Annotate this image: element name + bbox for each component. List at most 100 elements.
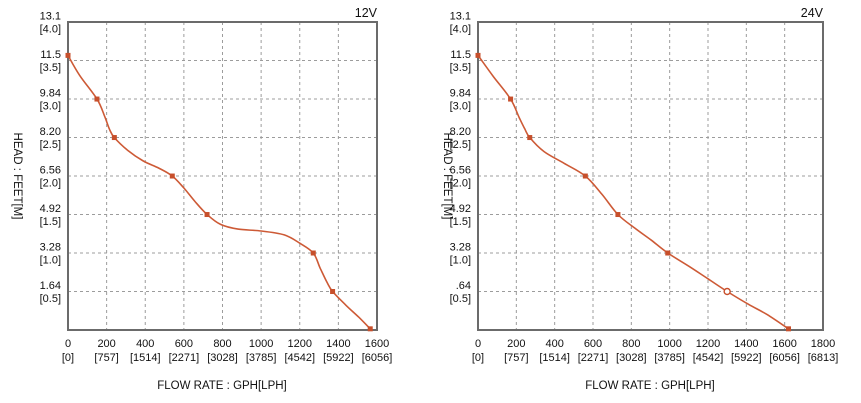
x-tick-label-gph: 600	[584, 338, 602, 350]
chart-title-12v: 12V	[355, 6, 378, 20]
plot-area-24v: 0 [0] 200 [757] 400 [1514] 600 [2271] 800 [3028] 1…	[450, 11, 839, 365]
x-tick-label-lph: [4542]	[693, 352, 724, 364]
data-point-marker-square	[169, 173, 175, 179]
x-tick-label-lph: [3028]	[616, 352, 647, 364]
y-tick-label-m: [3.0]	[450, 100, 471, 112]
y-tick-label-m: [1.5]	[40, 216, 61, 228]
pump-curve-chart-24v: 0 [0] 200 [757] 400 [1514] 600 [2271] 800 [3028] 1…	[441, 6, 839, 392]
y-tick-label-m: [1.5]	[450, 216, 471, 228]
x-tick-label-lph: [757]	[504, 352, 528, 364]
y-tick-label-m: [3.5]	[40, 62, 61, 74]
x-tick-label-gph: 1600	[772, 338, 796, 350]
x-tick-label-lph: [6056]	[362, 352, 393, 364]
y-tick-label-feet: 6.56	[450, 164, 471, 176]
data-point-marker-square	[527, 135, 533, 141]
y-tick-label-m: [2.0]	[40, 177, 61, 189]
y-tick-label-feet: 8.20	[450, 126, 471, 138]
y-tick-label-feet: 11.5	[40, 49, 61, 61]
y-tick-label-feet: 13.1	[40, 11, 61, 23]
x-tick-label-gph: 0	[65, 338, 71, 350]
y-tick-label-m: [3.0]	[40, 100, 61, 112]
x-tick-label-lph: [2271]	[578, 352, 609, 364]
y-tick-label-feet: 8.20	[40, 126, 61, 138]
x-tick-label-lph: [757]	[94, 352, 118, 364]
pump-curve-line	[67, 54, 371, 330]
x-tick-label-gph: 1000	[249, 338, 273, 350]
y-tick-label-m: [4.0]	[40, 24, 61, 36]
x-tick-label-lph: [0]	[62, 352, 74, 364]
y-tick-label-m: [2.0]	[450, 177, 471, 189]
x-tick-label-gph: 400	[545, 338, 563, 350]
data-point-marker-square	[204, 212, 210, 218]
x-tick-label-lph: [3785]	[654, 352, 685, 364]
x-tick-label-gph: 1000	[657, 338, 681, 350]
chart-24v: 0 [0] 200 [757] 400 [1514] 600 [2271] 800 [3028] 1…	[430, 0, 861, 403]
pump-curve-chart-12v: 0 [0] 200 [757] 400 [1514] 600 [2271] 800 [3028] 1…	[11, 6, 393, 392]
x-tick-label-lph: [1514]	[539, 352, 570, 364]
y-tick-label-m: [1.0]	[40, 254, 61, 266]
x-tick-label-gph: 200	[507, 338, 525, 350]
y-tick-label-m: [4.0]	[450, 24, 471, 36]
x-tick-label-lph: [5922]	[731, 352, 762, 364]
x-tick-label-lph: [2271]	[169, 352, 200, 364]
data-point-marker-square	[111, 135, 117, 141]
y-tick-label-feet: 6.56	[40, 164, 61, 176]
y-tick-label-feet: 4.92	[450, 203, 471, 215]
data-point-marker-square	[330, 289, 336, 295]
y-tick-label-feet: 1.64	[40, 280, 61, 292]
x-tick-label-lph: [4542]	[284, 352, 315, 364]
data-point-marker-square	[582, 173, 588, 179]
data-point-marker-square	[367, 326, 373, 332]
y-tick-label-feet: 9.84	[40, 87, 61, 99]
y-tick-label-feet: 4.92	[40, 203, 61, 215]
data-point-marker-square	[65, 52, 71, 58]
x-tick-label-gph: 1200	[696, 338, 720, 350]
data-point-marker-square	[508, 96, 514, 102]
data-point-marker-open-circle	[723, 287, 731, 296]
plot-border	[67, 21, 378, 331]
y-tick-label-feet: 3.28	[40, 241, 61, 253]
x-tick-label-gph: 800	[622, 338, 640, 350]
x-tick-label-gph: 400	[136, 338, 154, 350]
data-point-marker-square	[310, 250, 316, 256]
chart-12v: 0 [0] 200 [757] 400 [1514] 600 [2271] 800 [3028] 1…	[0, 0, 430, 403]
data-point-marker-square	[475, 52, 481, 58]
x-tick-label-lph: [6813]	[808, 352, 839, 364]
x-tick-label-gph: 0	[475, 338, 481, 350]
y-tick-label-m: [2.5]	[450, 139, 471, 151]
y-axis-title-12v: HEAD : FEET[M]	[11, 133, 23, 220]
data-point-marker-square	[665, 250, 671, 256]
x-tick-label-gph: 1200	[288, 338, 312, 350]
x-tick-label-lph: [1514]	[130, 352, 161, 364]
data-point-marker-square	[94, 96, 100, 102]
x-tick-label-lph: [0]	[472, 352, 484, 364]
y-tick-label-feet: 9.84	[450, 87, 471, 99]
data-point-marker-square	[615, 212, 621, 218]
y-tick-label-feet: .64	[456, 280, 471, 292]
y-tick-label-feet: 3.28	[450, 241, 471, 253]
x-tick-label-gph: 800	[213, 338, 231, 350]
y-axis-title-24v: HEAD : FEET[M]	[441, 133, 453, 220]
y-tick-label-m: [2.5]	[40, 139, 61, 151]
y-tick-label-feet: 11.5	[450, 49, 471, 61]
x-tick-label-lph: [6056]	[769, 352, 800, 364]
x-axis-title-24v: FLOW RATE : GPH[LPH]	[585, 380, 715, 392]
x-tick-label-gph: 200	[97, 338, 115, 350]
x-tick-label-gph: 600	[175, 338, 193, 350]
plot-border	[477, 21, 824, 331]
y-tick-label-m: [0.5]	[40, 293, 61, 305]
x-tick-label-lph: [3785]	[246, 352, 277, 364]
y-tick-label-m: [0.5]	[450, 293, 471, 305]
x-tick-label-gph: 1400	[734, 338, 758, 350]
x-tick-label-gph: 1800	[811, 338, 835, 350]
data-point-marker-square	[786, 326, 791, 332]
plot-area-12v: 0 [0] 200 [757] 400 [1514] 600 [2271] 800 [3028] 1…	[40, 11, 393, 365]
y-tick-label-m: [3.5]	[450, 62, 471, 74]
x-tick-label-lph: [3028]	[207, 352, 238, 364]
x-tick-label-gph: 1400	[326, 338, 350, 350]
pump-curve-line	[477, 54, 790, 330]
x-tick-label-gph: 1600	[365, 338, 389, 350]
y-tick-label-m: [1.0]	[450, 254, 471, 266]
x-axis-title-12v: FLOW RATE : GPH[LPH]	[157, 380, 287, 392]
